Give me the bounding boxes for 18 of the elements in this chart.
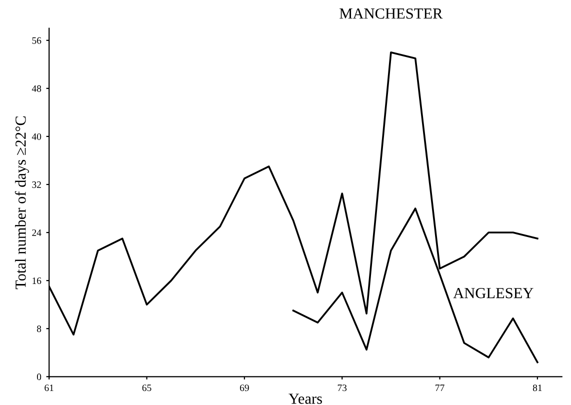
y-tick-label: 8 bbox=[36, 326, 42, 332]
y-tick-label: 0 bbox=[36, 374, 42, 380]
x-tick-label: 61 bbox=[44, 384, 54, 392]
y-tick-label: 32 bbox=[32, 181, 41, 188]
x-tick-label: 81 bbox=[532, 384, 542, 392]
y-tick-label: 16 bbox=[32, 278, 42, 284]
x-tick-label: 77 bbox=[436, 384, 444, 392]
x-tick-label: 65 bbox=[142, 384, 152, 392]
y-tick-label: 48 bbox=[32, 85, 42, 92]
series-label: ANGLESEY bbox=[453, 288, 534, 298]
x-tick-label: 73 bbox=[338, 384, 347, 392]
y-tick-label: 24 bbox=[32, 229, 42, 236]
x-axis-title: Years bbox=[288, 394, 322, 404]
y-tick-label: 40 bbox=[32, 133, 42, 140]
x-tick-label: 69 bbox=[240, 384, 249, 392]
y-axis-title: Total number of days ≥22°C bbox=[14, 116, 29, 290]
text: MANCHESTER bbox=[340, 8, 443, 19]
y-tick-label: 56 bbox=[32, 37, 42, 44]
